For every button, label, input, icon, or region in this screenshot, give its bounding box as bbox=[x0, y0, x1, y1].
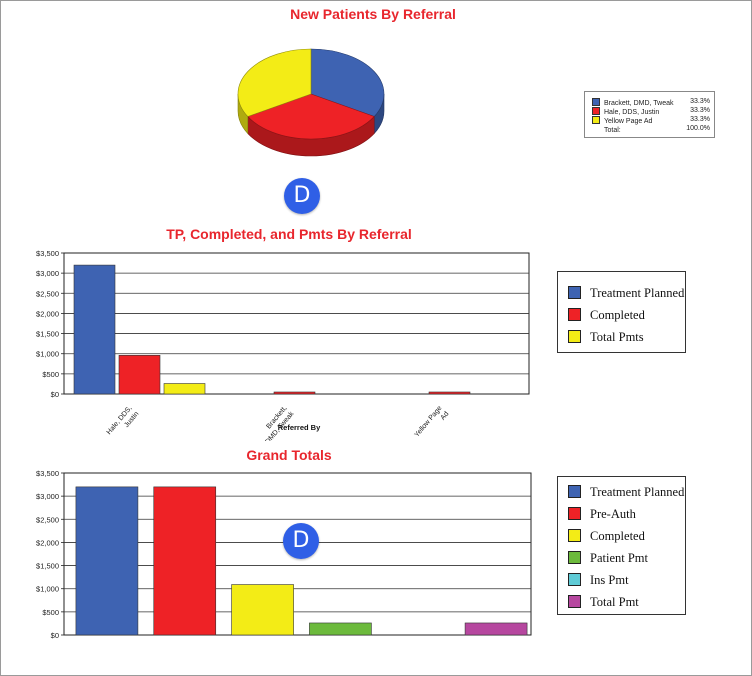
legend-label: Completed bbox=[590, 308, 645, 322]
y-tick-label: $1,000 bbox=[36, 585, 59, 594]
legend-item-total-pmt: Total Pmt bbox=[568, 595, 639, 610]
pie-chart-title: New Patients By Referral bbox=[290, 6, 456, 22]
legend-item-completed: Completed bbox=[568, 529, 645, 544]
pie-legend: Brackett, DMD, Tweak 33.3% Hale, DDS, Jus… bbox=[584, 91, 715, 138]
pie-slice bbox=[237, 48, 312, 117]
y-tick-label: $0 bbox=[51, 390, 59, 399]
pie-legend-total-value: 100.0% bbox=[686, 125, 710, 132]
legend-label: Treatment Planned bbox=[590, 286, 685, 300]
pie-legend-total-label: Total: bbox=[604, 127, 621, 134]
legend-swatch bbox=[568, 330, 581, 343]
y-tick-label: $3,000 bbox=[36, 269, 59, 278]
bar-chart-2-title: Grand Totals bbox=[246, 447, 332, 463]
bar bbox=[231, 584, 294, 636]
legend-swatch bbox=[568, 286, 581, 299]
y-tick-label: $1,500 bbox=[36, 562, 59, 571]
pie-legend-pct: 33.3% bbox=[690, 107, 710, 114]
pie-chart bbox=[237, 48, 385, 157]
pie-legend-label: Yellow Page Ad bbox=[604, 118, 653, 125]
x-tick-label: Yellow PageAd bbox=[414, 405, 451, 441]
pie-slice bbox=[310, 48, 385, 117]
legend-label: Treatment Planned bbox=[590, 485, 685, 499]
x-tick-label-line: Yellow Page bbox=[414, 405, 444, 439]
bar-chart-1-legend: Treatment Planned Completed Total Pmts bbox=[557, 271, 686, 353]
pie-legend-pct: 33.3% bbox=[690, 116, 710, 123]
legend-item-pre-auth: Pre-Auth bbox=[568, 507, 636, 522]
legend-item-completed: Completed bbox=[568, 308, 645, 323]
y-tick-label: $3,500 bbox=[36, 249, 59, 258]
y-tick-label: $500 bbox=[42, 370, 59, 379]
bar-chart-1: $0 $500 $1,000 $1,500 $2,000 $2,500 $3,000 $3,5… bbox=[36, 249, 530, 441]
legend-swatch bbox=[568, 573, 581, 586]
pie-legend-item: Hale, DDS, Justin 33.3% bbox=[592, 107, 710, 116]
legend-swatch bbox=[568, 529, 581, 542]
y-tick-label: $500 bbox=[42, 608, 59, 617]
pie-legend-swatch bbox=[592, 116, 600, 124]
legend-item-treatment-planned: Treatment Planned bbox=[568, 286, 684, 301]
bar-chart-2: $0 $500 $1,000 $1,500 $2,000 $2,500 $3,000 $3,5… bbox=[36, 469, 532, 640]
pie-legend-swatch bbox=[592, 107, 600, 115]
pie-legend-label: Hale, DDS, Justin bbox=[604, 109, 660, 116]
legend-item-ins-pmt: Ins Pmt bbox=[568, 573, 629, 588]
pie-legend-item: Yellow Page Ad 33.3% bbox=[592, 116, 710, 125]
legend-item-patient-pmt: Patient Pmt bbox=[568, 551, 648, 566]
y-tick-label: $1,000 bbox=[36, 350, 59, 359]
legend-swatch bbox=[568, 308, 581, 321]
legend-swatch bbox=[568, 595, 581, 608]
legend-label: Pre-Auth bbox=[590, 507, 636, 521]
legend-label: Ins Pmt bbox=[590, 573, 629, 587]
y-tick-label: $2,500 bbox=[36, 289, 59, 298]
pie-legend-label: Brackett, DMD, Tweak bbox=[604, 100, 674, 107]
bar bbox=[309, 622, 372, 636]
legend-label: Total Pmts bbox=[590, 330, 644, 344]
bar bbox=[273, 391, 316, 395]
y-tick-label: $3,500 bbox=[36, 469, 59, 478]
bar bbox=[75, 486, 139, 636]
y-tick-label: $2,000 bbox=[36, 538, 59, 547]
legend-item-treatment-planned: Treatment Planned bbox=[568, 485, 684, 500]
legend-label: Completed bbox=[590, 529, 645, 543]
bar bbox=[428, 391, 471, 395]
legend-label: Total Pmt bbox=[590, 595, 639, 609]
y-tick-label: $1,500 bbox=[36, 330, 59, 339]
legend-item-total-pmts: Total Pmts bbox=[568, 330, 644, 345]
bar bbox=[163, 383, 206, 395]
y-tick-label: $3,000 bbox=[36, 492, 59, 501]
pie-legend-total: Total: 100.0% bbox=[592, 125, 710, 134]
bar-chart-2-legend: Treatment Planned Pre-Auth Completed Pat… bbox=[557, 476, 686, 615]
d-badge-icon[interactable]: D bbox=[283, 523, 319, 559]
x-tick-label: Hale, DDS,Justin bbox=[106, 405, 141, 441]
bar bbox=[118, 355, 161, 395]
bar bbox=[153, 486, 217, 636]
legend-swatch bbox=[568, 551, 581, 564]
y-tick-label: $2,000 bbox=[36, 309, 59, 318]
bar bbox=[464, 622, 528, 636]
legend-label: Patient Pmt bbox=[590, 551, 648, 565]
pie-legend-pct: 33.3% bbox=[690, 98, 710, 105]
legend-swatch bbox=[568, 507, 581, 520]
legend-swatch bbox=[568, 485, 581, 498]
pie-legend-item: Brackett, DMD, Tweak 33.3% bbox=[592, 98, 710, 107]
bar-chart-1-title: TP, Completed, and Pmts By Referral bbox=[166, 226, 412, 242]
pie-legend-swatch bbox=[592, 98, 600, 106]
d-badge-icon[interactable]: D bbox=[284, 178, 320, 214]
x-tick-label-line: Ad bbox=[440, 410, 451, 421]
x-axis-label: Referred By bbox=[278, 423, 321, 432]
bar bbox=[73, 264, 116, 395]
y-tick-label: $0 bbox=[51, 631, 59, 640]
y-tick-label: $2,500 bbox=[36, 515, 59, 524]
